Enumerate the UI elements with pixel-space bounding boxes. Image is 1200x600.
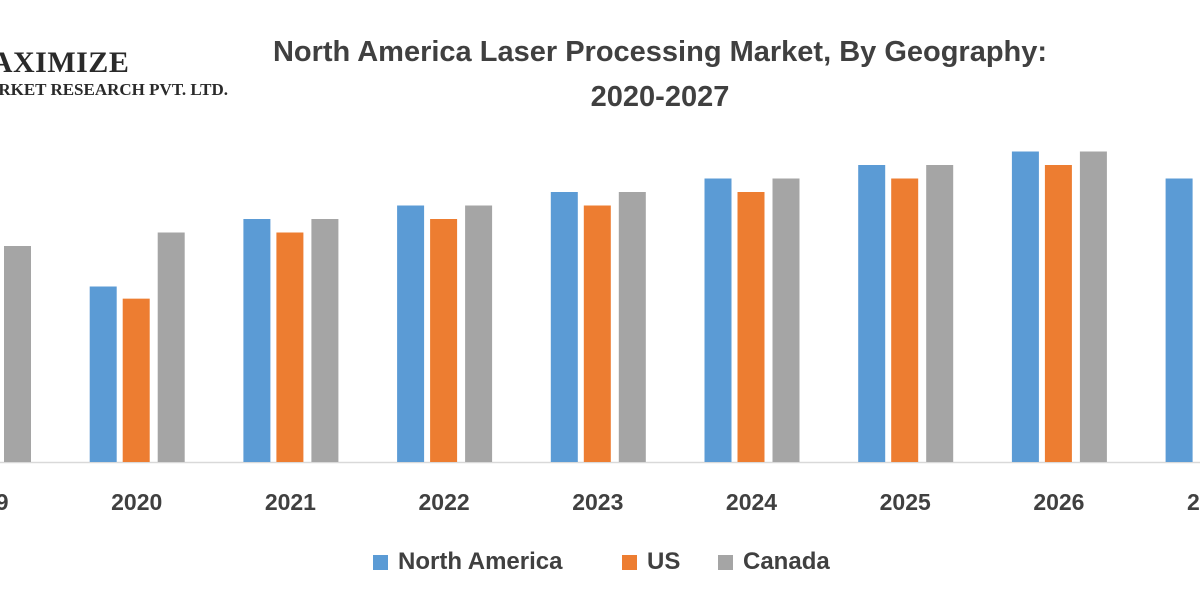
legend-label: US: [647, 548, 681, 575]
chart-title: North America Laser Processing Market, B…: [250, 30, 1070, 120]
bar-north-america-2024: [704, 178, 732, 462]
bar-north-america-2020: [89, 286, 117, 462]
bar-canada-2020: [157, 232, 185, 462]
logo-line-2: MARKET RESEARCH PVT. LTD.: [0, 80, 229, 99]
bar-us-2022: [430, 219, 458, 462]
bar-north-america-2023: [550, 192, 578, 462]
bar-north-america-2027: [1165, 178, 1193, 462]
x-tick-label: 2027: [1187, 489, 1200, 515]
bar-canada-2026: [1079, 151, 1107, 462]
bar-north-america-2025: [858, 165, 886, 462]
bar-canada-2023: [618, 192, 646, 462]
bar-canada-2019: [4, 246, 31, 462]
x-tick-label: 2021: [265, 489, 316, 515]
legend-swatch: [373, 554, 388, 570]
x-tick-label: 2022: [419, 489, 470, 515]
bar-us-2025: [891, 178, 919, 462]
legend: North America US Canada: [0, 548, 1200, 580]
legend-label: North America: [398, 548, 563, 575]
legend-item-us: US: [622, 548, 680, 576]
bar-north-america-2026: [1011, 151, 1039, 462]
bar-north-america-2021: [243, 219, 271, 462]
title-line-2: 2020-2027: [590, 81, 730, 113]
bar-us-2020: [122, 298, 150, 462]
bar-us-2024: [737, 192, 765, 462]
bar-north-america-2022: [397, 205, 425, 462]
x-tick-label: 2024: [726, 489, 777, 515]
legend-swatch: [622, 554, 637, 570]
legend-swatch: [718, 554, 733, 570]
x-tick-label: 2019: [0, 489, 9, 515]
bar-canada-2022: [465, 205, 493, 462]
x-tick-label: 2026: [1033, 489, 1084, 515]
bar-canada-2021: [311, 219, 339, 462]
bar-us-2026: [1044, 165, 1072, 462]
bar-canada-2025: [926, 165, 954, 462]
legend-item-north-america: North America: [373, 548, 562, 576]
x-tick-label: 2023: [572, 489, 623, 515]
logo-line-1: MAXIMIZE: [0, 46, 130, 79]
bar-us-2021: [276, 232, 304, 462]
x-tick-label: 2020: [111, 489, 162, 515]
bar-us-2023: [583, 205, 611, 462]
title-line-1: North America Laser Processing Market, B…: [272, 36, 1048, 68]
x-tick-label: 2025: [880, 489, 931, 515]
legend-label: Canada: [743, 548, 830, 575]
bar-canada-2024: [772, 178, 800, 462]
legend-item-canada: Canada: [718, 548, 830, 576]
